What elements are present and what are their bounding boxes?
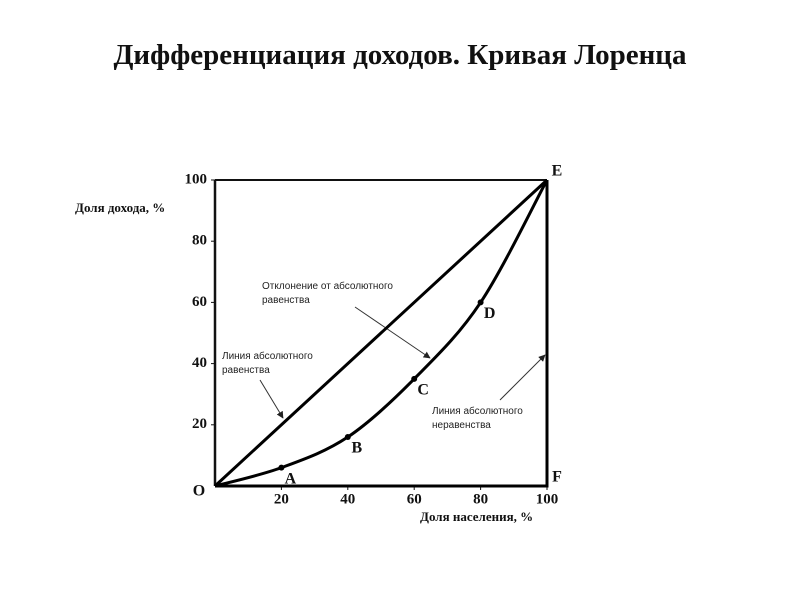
annotation-arrow	[259, 379, 284, 419]
x-tick-label: 40	[340, 491, 355, 507]
point-label: B	[351, 440, 362, 457]
y-tick-label: 40	[192, 355, 207, 371]
annotation: Линия абсолютного равенства	[222, 351, 313, 376]
point-label: C	[417, 382, 429, 399]
y-tick-label: 20	[192, 416, 207, 432]
x-tick-label: 60	[407, 491, 422, 507]
point-marker	[344, 434, 351, 441]
point-label: O	[193, 483, 205, 500]
x-axis-label: Доля населения, %	[420, 509, 533, 524]
annotation: Отклонение от абсолютного равенства	[262, 281, 393, 306]
point-marker	[411, 375, 418, 382]
x-tick-label: 80	[473, 491, 488, 507]
point-label: A	[285, 470, 297, 487]
series-line	[213, 178, 549, 488]
point-label: D	[484, 305, 496, 322]
annotation: Линия абсолютного неравенства	[432, 406, 523, 431]
series-line	[215, 180, 549, 488]
point-marker	[477, 299, 484, 306]
y-tick-label: 80	[192, 233, 207, 249]
point-label: E	[552, 163, 563, 180]
annotation-arrow	[354, 306, 431, 359]
y-tick-label: 60	[192, 294, 207, 310]
y-axis-label: Доля дохода, %	[75, 200, 165, 215]
chart-title: Дифференциация доходов. Кривая Лоренца	[113, 39, 687, 71]
x-tick-label: 100	[536, 491, 559, 507]
annotation-arrow	[499, 354, 546, 401]
x-tick-label: 20	[274, 491, 289, 507]
point-label: F	[552, 469, 562, 486]
y-tick-label: 100	[185, 171, 208, 187]
point-marker	[278, 464, 285, 471]
